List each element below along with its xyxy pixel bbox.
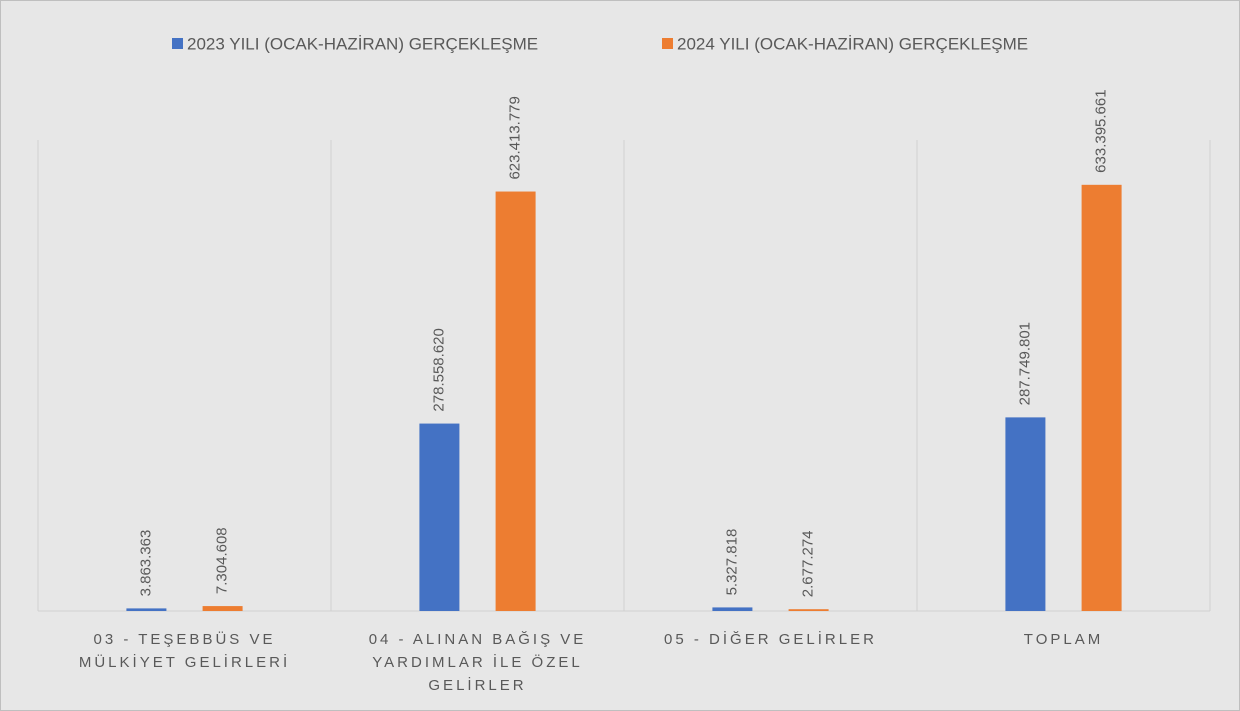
bar [788,609,829,611]
legend-label: 2023 YILI (OCAK-HAZİRAN) GERÇEKLEŞME [187,34,538,53]
legend-swatch [662,38,673,49]
x-tick-label: 03 - TEŞEBBÜS VE MÜLKİYET GELİRLERİ [78,631,291,671]
x-tick-label: 05 - DİĞER GELİRLER [664,631,877,648]
bar [1081,184,1122,612]
data-label: 633.395.661 [1093,89,1110,172]
x-tick-label: TOPLAM [1023,631,1104,648]
data-label: 623.413.779 [507,96,524,179]
bar [495,191,536,611]
bar [712,607,753,611]
x-tick-label: 04 - ALINAN BAĞIŞ VE YARDIMLAR İLE ÖZEL … [368,631,587,694]
data-label: 7.304.608 [214,527,231,594]
data-label: 287.749.801 [1016,322,1033,405]
bar [1005,417,1046,611]
data-label: 2.677.274 [800,530,817,597]
bar [419,423,460,611]
data-label: 278.558.620 [430,328,447,411]
legend-label: 2024 YILI (OCAK-HAZİRAN) GERÇEKLEŞME [677,34,1028,53]
bar [126,608,167,611]
bar [202,606,243,611]
data-label: 5.327.818 [723,529,740,596]
legend-swatch [172,38,183,49]
data-label: 3.863.363 [137,530,154,597]
